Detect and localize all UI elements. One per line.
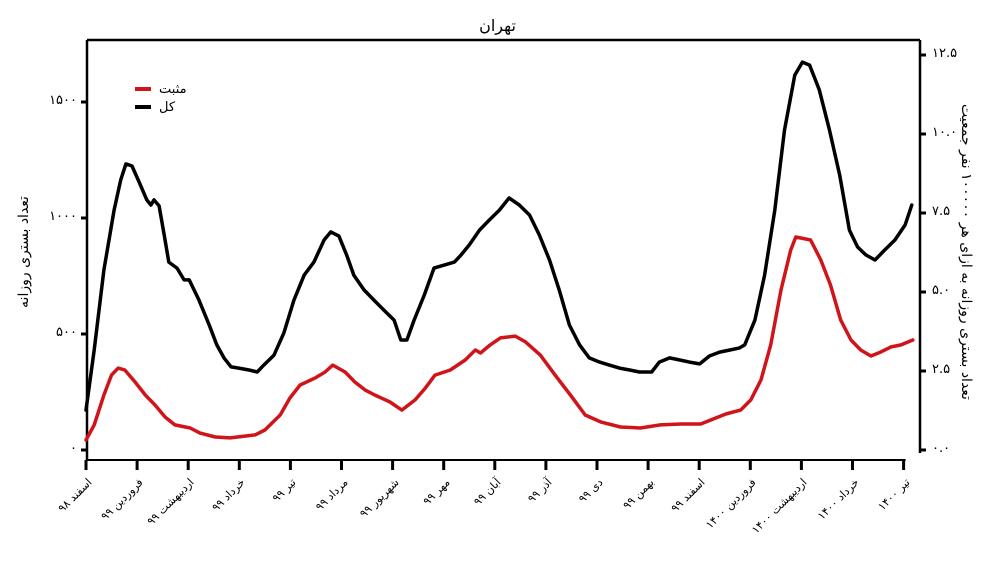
y-axis-label-right: تعداد بستری روزانه به ازای هر ۱۰۰۰۰۰ نفر…	[958, 104, 974, 400]
y-tick-label-right: ۲.۵	[932, 362, 951, 377]
chart-title: تهران	[479, 16, 516, 35]
plot-area	[81, 38, 926, 470]
y-tick-label-right: ۰.۰	[932, 441, 951, 456]
y-tick-label-right: ۱۲.۵	[932, 46, 958, 61]
y-tick-label-right: ۷.۵	[932, 204, 951, 219]
legend-swatch-black	[135, 105, 151, 109]
legend-label: کل	[159, 99, 176, 115]
y-tick-label-left: ۱۰۰۰	[49, 209, 77, 224]
legend: مثبت کل	[135, 80, 187, 116]
y-tick-label-left: ۱۵۰۰	[49, 93, 77, 108]
series-total-line	[84, 60, 914, 412]
y-tick-label-right: ۵.۰	[932, 283, 951, 298]
legend-swatch-red	[135, 87, 151, 91]
legend-item-total: کل	[135, 98, 187, 116]
y-tick-label-left: ۰	[70, 441, 77, 456]
y-tick-label-right: ۱۰.۰	[932, 125, 958, 140]
series-positive-line	[84, 235, 915, 442]
y-tick-label-left: ۵۰۰	[56, 325, 77, 340]
chart: تهران تعداد بستری روزانه تعداد بستری روز…	[16, 16, 974, 536]
legend-item-positive: مثبت	[135, 80, 187, 98]
legend-label: مثبت	[159, 81, 187, 97]
